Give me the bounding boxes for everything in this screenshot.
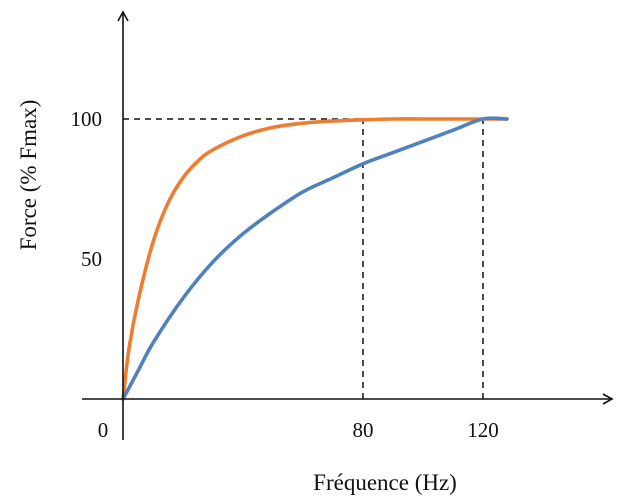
y-tick-label: 50 bbox=[81, 247, 102, 271]
reference-lines bbox=[123, 118, 484, 399]
y-axis-label: Force (% Fmax) bbox=[16, 100, 41, 251]
x-tick-label: 120 bbox=[467, 418, 499, 442]
tick-labels: 0 80 120 50 100 bbox=[71, 107, 499, 442]
series-layer bbox=[121, 116, 509, 401]
series-line-1 bbox=[121, 117, 509, 401]
axes bbox=[82, 10, 614, 440]
series-line-2 bbox=[121, 116, 509, 401]
x-axis-label: Fréquence (Hz) bbox=[313, 470, 457, 495]
x-tick-label: 80 bbox=[353, 418, 374, 442]
x-tick-label: 0 bbox=[98, 418, 109, 442]
y-tick-label: 100 bbox=[71, 107, 103, 131]
